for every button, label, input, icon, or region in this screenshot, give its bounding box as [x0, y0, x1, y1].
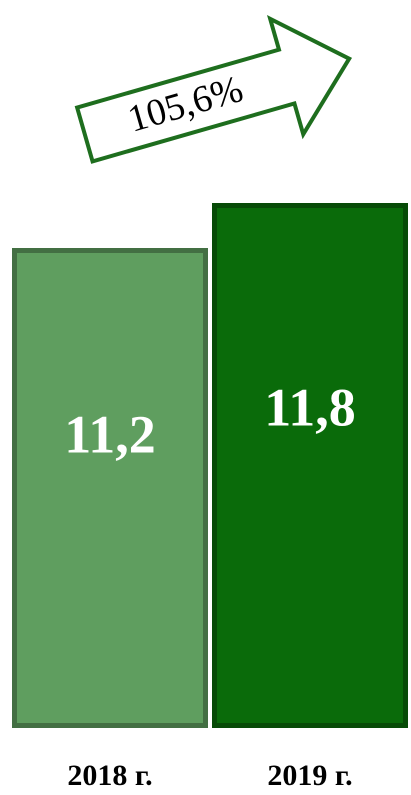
- x-tick-label: 2019 г.: [267, 759, 352, 792]
- arrow-shape: [74, 15, 353, 164]
- x-tick-label: 2018 г.: [67, 759, 152, 792]
- value-label: 11,8: [264, 377, 356, 437]
- bar: [12, 248, 208, 728]
- bar: [212, 203, 408, 728]
- value-label: 11,2: [64, 404, 156, 464]
- growth-arrow: 105,6%: [74, 15, 353, 164]
